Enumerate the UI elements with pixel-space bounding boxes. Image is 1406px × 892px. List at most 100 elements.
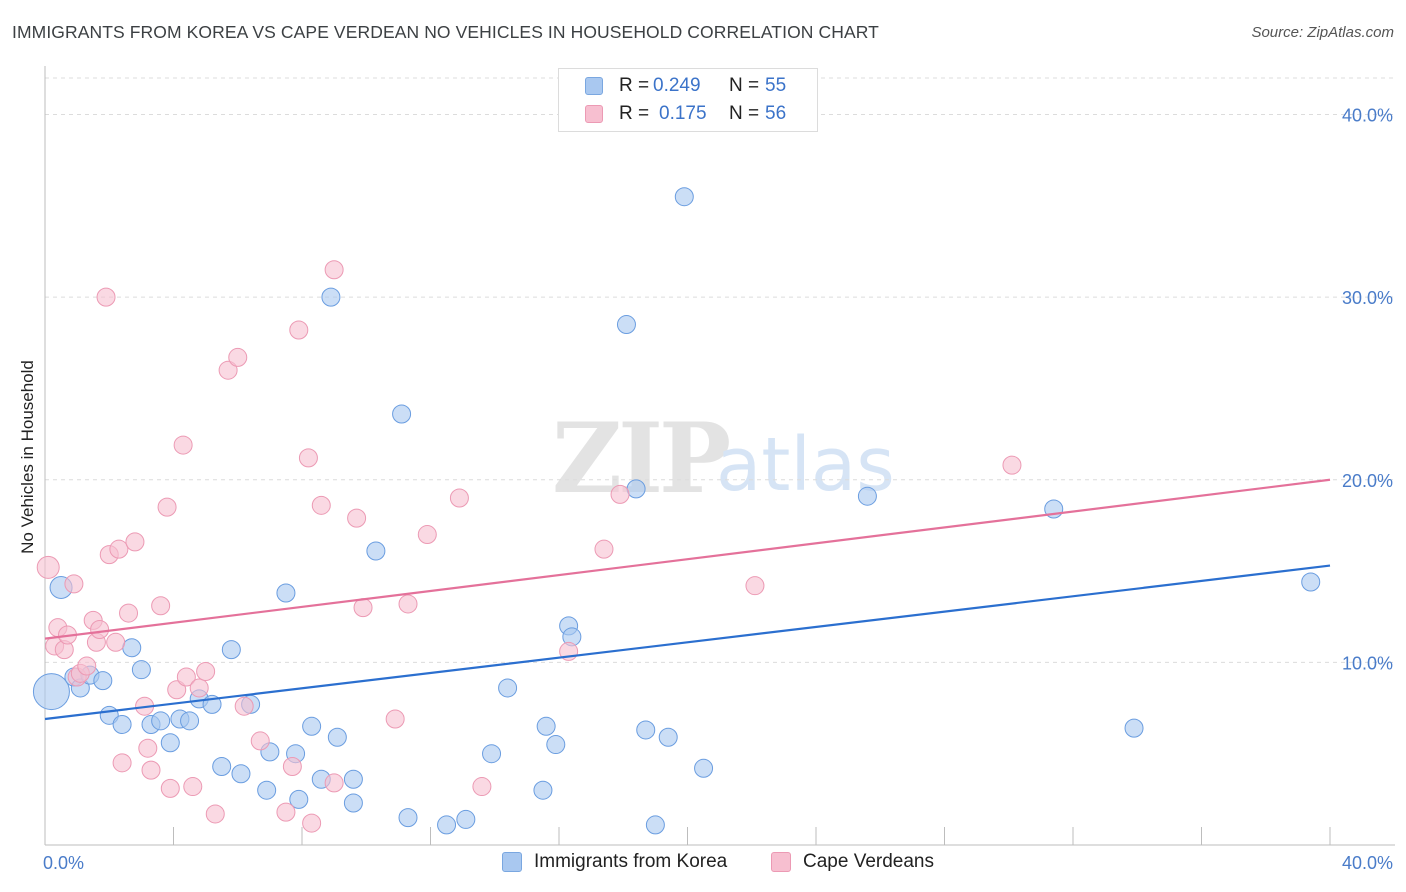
data-point [298, 448, 318, 468]
data-point [343, 793, 363, 813]
data-point [93, 671, 113, 691]
data-point [498, 678, 518, 698]
data-point [282, 756, 302, 776]
data-point [250, 731, 270, 751]
data-point [536, 716, 556, 736]
data-point [636, 720, 656, 740]
legend-row-cape-verdean: R = 0.175 N = 56 [585, 100, 786, 128]
data-point [1301, 572, 1321, 592]
data-point [289, 320, 309, 340]
data-point [343, 769, 363, 789]
data-point [218, 360, 238, 380]
data-point [231, 764, 251, 784]
legend-label-korea: Immigrants from Korea [534, 851, 728, 872]
data-point [417, 525, 437, 545]
data-point [205, 804, 225, 824]
data-point [385, 709, 405, 729]
legend-n-label: N = [729, 103, 760, 124]
data-point [112, 753, 132, 773]
y-tick-label: 30.0% [1342, 288, 1393, 308]
data-point [392, 404, 412, 424]
data-point [745, 576, 765, 596]
legend-r-value: 0.175 [659, 103, 707, 124]
data-point [96, 287, 116, 307]
data-point [857, 486, 877, 506]
y-tick-label: 40.0% [1342, 106, 1393, 126]
watermark-zip: ZIP [552, 402, 729, 515]
data-point [616, 315, 636, 335]
data-point [347, 508, 367, 528]
data-point [533, 780, 553, 800]
chart-title: IMMIGRANTS FROM KOREA VS CAPE VERDEAN NO… [12, 22, 879, 42]
data-point [196, 662, 216, 682]
legend-label-cape-verdean: Cape Verdeans [803, 851, 934, 872]
data-point [327, 727, 347, 747]
data-point [176, 667, 196, 687]
data-point [228, 347, 248, 367]
y-axis-label: No Vehicles in Household [18, 360, 37, 554]
data-point [157, 497, 177, 517]
data-point [212, 756, 232, 776]
legend-r-label: R = [619, 103, 650, 124]
legend-swatch-cape-verdean [771, 852, 791, 872]
data-point [183, 777, 203, 797]
legend-r-label: R = [619, 75, 650, 96]
data-point [125, 532, 145, 552]
x-tick-label: 0.0% [43, 853, 84, 873]
legend-row-korea: R = 0.249 N = 55 [585, 72, 786, 100]
correlation-legend: R = 0.249 N = 55 R = 0.175 N = 56 [558, 68, 818, 132]
data-point [122, 638, 142, 658]
data-point [119, 603, 139, 623]
data-point [674, 187, 694, 207]
series-legend: Immigrants from Korea Cape Verdeans [0, 851, 1406, 879]
data-point [151, 711, 171, 731]
data-point [302, 716, 322, 736]
data-point [151, 596, 171, 616]
data-point [138, 738, 158, 758]
legend-swatch-cape-verdean [585, 105, 603, 123]
data-point [594, 539, 614, 559]
data-point [180, 711, 200, 731]
data-point [109, 539, 129, 559]
data-point [189, 678, 209, 698]
data-point [449, 488, 469, 508]
data-point [289, 789, 309, 809]
data-point [167, 680, 187, 700]
y-tick-label: 10.0% [1342, 653, 1393, 673]
legend-item-cape-verdean[interactable]: Cape Verdeans [771, 851, 934, 873]
data-point [221, 640, 241, 660]
data-point [173, 435, 193, 455]
gridlines [45, 77, 1395, 663]
legend-swatch-korea [502, 852, 522, 872]
data-point [1002, 455, 1022, 475]
x-tick-label: 40.0% [1342, 853, 1393, 873]
legend-item-korea[interactable]: Immigrants from Korea [502, 851, 727, 873]
legend-n-value: 55 [765, 75, 787, 96]
series-cape-verdean-points [36, 260, 1022, 833]
data-point [36, 555, 60, 579]
data-point [311, 495, 331, 515]
data-point [276, 583, 296, 603]
data-point [610, 484, 630, 504]
data-point [64, 574, 84, 594]
data-point [276, 802, 296, 822]
data-point [32, 673, 70, 711]
data-point [645, 815, 665, 835]
data-point [90, 620, 110, 640]
trend-line-cape-verdean [44, 478, 1331, 640]
y-tick-label: 20.0% [1342, 471, 1393, 491]
trend-lines [44, 478, 1331, 721]
data-point [626, 479, 646, 499]
axes [44, 66, 1395, 846]
data-point [106, 632, 126, 652]
data-point [437, 815, 457, 835]
legend-n-value: 56 [765, 103, 787, 124]
data-point [141, 760, 161, 780]
data-point [658, 727, 678, 747]
x-tick-labels: 0.0% 40.0% [43, 853, 1393, 873]
data-point [324, 260, 344, 280]
legend-r-value: 0.249 [653, 75, 701, 96]
y-tick-labels: 10.0% 20.0% 30.0% 40.0% [1342, 106, 1393, 674]
data-point [398, 808, 418, 828]
